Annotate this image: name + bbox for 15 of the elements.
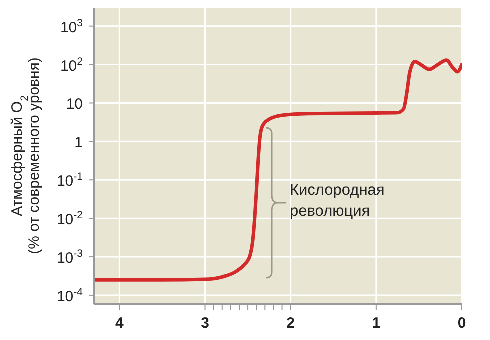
y-tick-label: 1: [74, 134, 83, 152]
y-tick-label: 10$^{-2}$: [56, 210, 84, 229]
y-tick-label: 10$^{-3}$: [56, 248, 84, 268]
y-tick-label: 10$^{-4}$: [56, 286, 84, 306]
x-tick-label: 1: [372, 315, 381, 332]
y-tick-label: 10$^{2}$: [60, 56, 84, 75]
x-tick-label: 4: [116, 315, 125, 332]
y-tick-label: 10$^{3}$: [60, 17, 84, 36]
y-tick-label: 10$^{-1}$: [56, 171, 84, 190]
line-series: [94, 58, 462, 282]
x-tick-label: 0: [458, 315, 466, 332]
x-tick-label: 3: [201, 315, 210, 332]
y-tick-label: 10: [66, 96, 83, 114]
x-tick-label: 2: [286, 315, 296, 332]
annotation: Кислородная революция: [290, 181, 385, 222]
